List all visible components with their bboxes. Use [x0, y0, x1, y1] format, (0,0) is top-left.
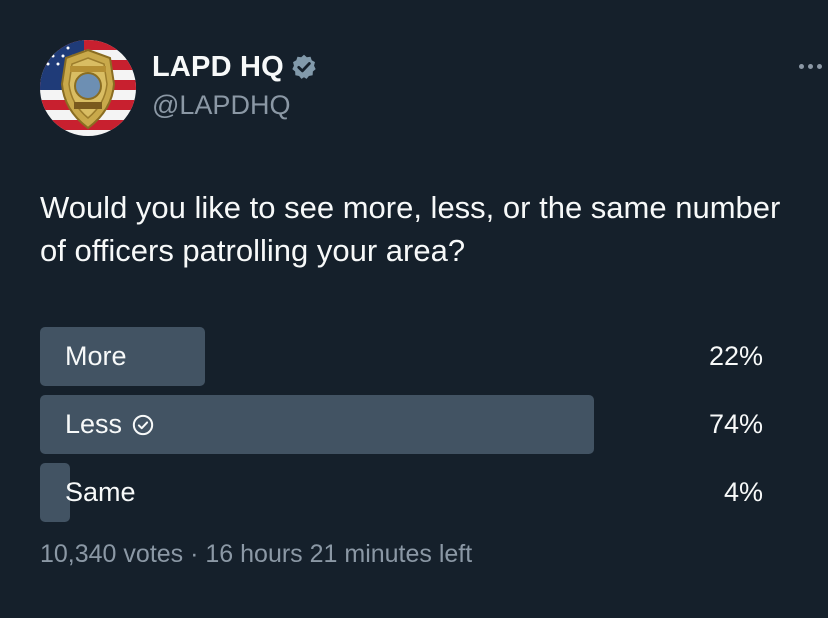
tweet-text: Would you like to see more, less, or the…	[40, 190, 781, 268]
poll-option-less[interactable]: Less 74%	[40, 395, 766, 454]
avatar[interactable]	[40, 40, 136, 136]
poll-option-label-wrap: More	[65, 327, 127, 386]
poll-option-label-wrap: Same	[65, 463, 136, 522]
poll-option-label: Less	[65, 409, 123, 439]
tweet-header: LAPD HQ @LAPDHQ	[40, 40, 822, 136]
verified-badge-icon[interactable]	[290, 53, 318, 81]
author-handle[interactable]: @LAPDHQ	[152, 90, 291, 120]
more-dot	[798, 63, 804, 69]
author-names: LAPD HQ @LAPDHQ	[152, 48, 318, 121]
more-dot	[807, 63, 813, 69]
poll-bar	[40, 327, 205, 386]
poll-option-label-wrap: Less	[65, 395, 154, 454]
poll-option-percent: 4%	[723, 477, 763, 507]
poll-bar	[40, 463, 70, 522]
lapd-badge-avatar-icon	[40, 40, 136, 136]
selected-check-icon	[132, 414, 154, 435]
poll-option-percent: 74%	[708, 409, 763, 439]
poll-option-same[interactable]: Same 4%	[40, 463, 766, 522]
poll-option-more[interactable]: More 22%	[40, 327, 766, 386]
more-dot	[816, 63, 822, 69]
poll-option-label: More	[65, 341, 127, 371]
poll-option-label: Same	[65, 477, 136, 507]
poll-option-percent: 22%	[708, 341, 763, 371]
poll-bar	[40, 395, 594, 454]
poll-meta: 10,340 votes · 16 hours 21 minutes left	[40, 540, 473, 568]
display-name-row: LAPD HQ	[152, 48, 318, 86]
display-name[interactable]: LAPD HQ	[152, 50, 284, 83]
poll: More 22% Less 74% Same 4%	[40, 327, 766, 531]
more-options-icon[interactable]	[790, 54, 828, 78]
